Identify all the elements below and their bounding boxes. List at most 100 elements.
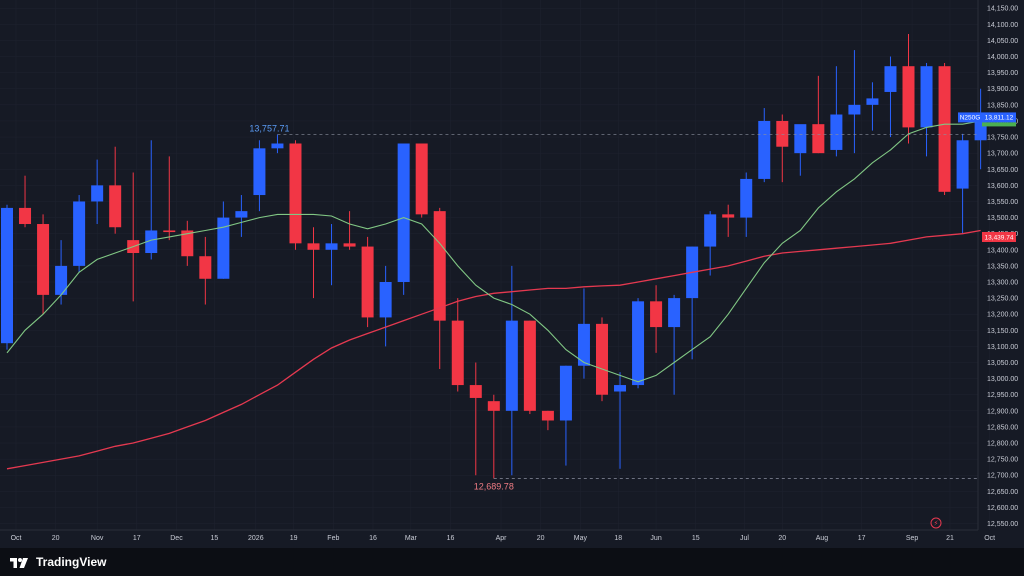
price-tick-label: 14,000.00 bbox=[987, 54, 1018, 61]
ma-fast-badge bbox=[982, 122, 1016, 127]
candle-body bbox=[938, 66, 951, 192]
candle bbox=[109, 146, 122, 234]
last-price-badge bbox=[982, 112, 1016, 123]
candle bbox=[505, 265, 518, 476]
time-tick-label: 2026 bbox=[248, 535, 264, 542]
candle-body bbox=[848, 104, 861, 115]
time-tick-label: 19 bbox=[290, 535, 298, 542]
price-tick-label: 14,150.00 bbox=[987, 6, 1018, 13]
candle bbox=[523, 320, 536, 415]
ma-slow-badge bbox=[982, 231, 1016, 242]
candle bbox=[541, 410, 554, 431]
price-tick-label: 12,900.00 bbox=[987, 408, 1018, 415]
candle-body bbox=[55, 265, 68, 295]
candle bbox=[253, 140, 266, 212]
candle bbox=[37, 214, 50, 315]
price-tick-label: 14,050.00 bbox=[987, 38, 1018, 45]
time-tick-label: Jul bbox=[740, 535, 749, 542]
candle bbox=[55, 240, 68, 305]
price-tick-label: 13,400.00 bbox=[987, 247, 1018, 254]
candle-body bbox=[415, 143, 428, 215]
time-tick-label: 16 bbox=[369, 535, 377, 542]
candle bbox=[451, 298, 464, 392]
candle bbox=[956, 133, 969, 234]
price-tick-label: 13,300.00 bbox=[987, 279, 1018, 286]
time-tick-label: Oct bbox=[984, 535, 995, 542]
time-axis[interactable]: Oct 20 Nov 17 Dec 15 2026 19 Feb 16 Mar 16 Apr 20 May 1… bbox=[11, 535, 996, 542]
candle bbox=[938, 62, 951, 196]
candle-body bbox=[884, 66, 897, 92]
candle-body bbox=[109, 185, 122, 228]
time-tick-label: Mar bbox=[405, 535, 418, 542]
candle bbox=[289, 140, 302, 250]
symbol-badge bbox=[958, 112, 982, 123]
price-tick-label: 13,000.00 bbox=[987, 376, 1018, 383]
candle bbox=[181, 220, 194, 266]
candle bbox=[343, 211, 356, 250]
candle bbox=[415, 143, 428, 218]
candle-body bbox=[73, 201, 86, 266]
candle-body bbox=[920, 66, 933, 128]
price-tick-label: 12,550.00 bbox=[987, 521, 1018, 528]
ma-slow-line bbox=[6, 229, 981, 470]
candle-body bbox=[181, 230, 194, 257]
candle bbox=[650, 285, 663, 353]
price-tick-label: 12,700.00 bbox=[987, 473, 1018, 480]
ma-fast-line bbox=[6, 120, 981, 383]
candle-body bbox=[235, 211, 248, 218]
candle bbox=[19, 175, 32, 228]
price-tick-label: 13,650.00 bbox=[987, 167, 1018, 174]
candle bbox=[397, 143, 410, 295]
candle-body bbox=[812, 124, 825, 154]
candle-body bbox=[758, 120, 771, 179]
candle bbox=[704, 211, 717, 276]
candle-body bbox=[1, 207, 13, 344]
candle-body bbox=[668, 298, 681, 328]
candle bbox=[668, 294, 681, 395]
time-tick-label: Aug bbox=[816, 535, 829, 542]
candle-body bbox=[523, 320, 536, 411]
tradingview-brand[interactable]: TradingView bbox=[6, 555, 106, 569]
candle bbox=[758, 108, 771, 183]
candle bbox=[469, 362, 482, 476]
candle-body bbox=[253, 148, 266, 196]
candle bbox=[595, 317, 608, 402]
time-tick-label: Oct bbox=[11, 535, 22, 542]
price-tick-label: 13,200.00 bbox=[987, 312, 1018, 319]
price-tick-label: 13,850.00 bbox=[987, 102, 1018, 109]
replay-icon[interactable]: ⚡ bbox=[930, 517, 942, 529]
candle-body bbox=[289, 143, 302, 244]
candle bbox=[1, 204, 13, 350]
price-tick-label: 12,750.00 bbox=[987, 457, 1018, 464]
candle-body bbox=[704, 214, 717, 247]
candle-body bbox=[91, 185, 104, 202]
price-badges: N250G 13,811.12 13,439.74 bbox=[958, 112, 1016, 242]
candle-body bbox=[271, 143, 284, 149]
price-tick-label: 13,050.00 bbox=[987, 360, 1018, 367]
candle-body bbox=[379, 281, 392, 318]
candle bbox=[974, 88, 987, 170]
candle bbox=[487, 394, 500, 479]
candle-body bbox=[830, 114, 843, 150]
candle bbox=[73, 195, 86, 273]
candle bbox=[902, 33, 915, 144]
candle bbox=[812, 75, 825, 154]
candle bbox=[614, 372, 627, 469]
price-tick-label: 12,950.00 bbox=[987, 392, 1018, 399]
price-axis[interactable]: 12,550.00 12,600.00 12,650.00 12,700.00 12,7… bbox=[987, 6, 1018, 528]
candle bbox=[632, 298, 645, 389]
candle-body bbox=[794, 124, 807, 154]
candle bbox=[884, 56, 897, 138]
candle bbox=[433, 207, 446, 369]
candle bbox=[866, 82, 879, 131]
price-tick-label: 13,700.00 bbox=[987, 151, 1018, 158]
candle bbox=[379, 265, 392, 347]
candle-body bbox=[577, 323, 590, 366]
candle-body bbox=[614, 385, 627, 392]
candle-body bbox=[433, 211, 446, 321]
candle bbox=[163, 156, 176, 241]
candle bbox=[740, 172, 753, 237]
candle-body bbox=[650, 301, 663, 328]
tradingview-logo-icon bbox=[10, 558, 28, 568]
